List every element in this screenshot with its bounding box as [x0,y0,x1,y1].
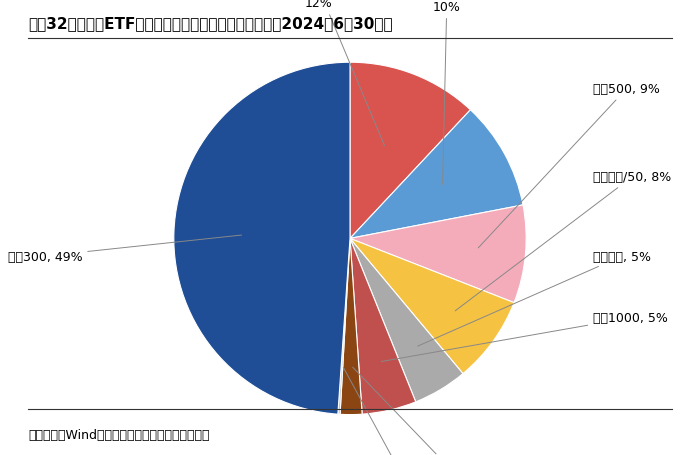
Wedge shape [340,239,362,415]
Text: 创业板指/50, 8%: 创业板指/50, 8% [455,171,671,311]
Text: 中证1000, 5%: 中证1000, 5% [381,312,668,362]
Wedge shape [350,239,514,374]
Text: 中证2000, 0.2%: 中证2000, 0.2% [344,368,464,455]
Text: 中证500, 9%: 中证500, 9% [478,83,660,248]
Wedge shape [350,206,526,303]
Text: 其他宽基, 5%: 其他宽基, 5% [418,250,651,346]
Text: 上证50,
10%: 上证50, 10% [429,0,464,185]
Wedge shape [338,239,350,415]
Text: 中证A50, 2%: 中证A50, 2% [353,368,481,455]
Text: 沪深300, 49%: 沪深300, 49% [8,236,241,263]
Wedge shape [350,239,463,402]
Text: 科创
50/100,
12%: 科创 50/100, 12% [294,0,384,147]
Wedge shape [350,239,416,414]
Text: 资料来源：Wind，兴业证券经济与金融研究院整理: 资料来源：Wind，兴业证券经济与金融研究院整理 [28,428,209,441]
Wedge shape [174,63,350,414]
Wedge shape [350,111,523,239]
Text: 图表32、宽基类ETF中，跟踪不同指数的规模占比（截至2024年6月30日）: 图表32、宽基类ETF中，跟踪不同指数的规模占比（截至2024年6月30日） [28,16,393,31]
Wedge shape [350,63,470,239]
